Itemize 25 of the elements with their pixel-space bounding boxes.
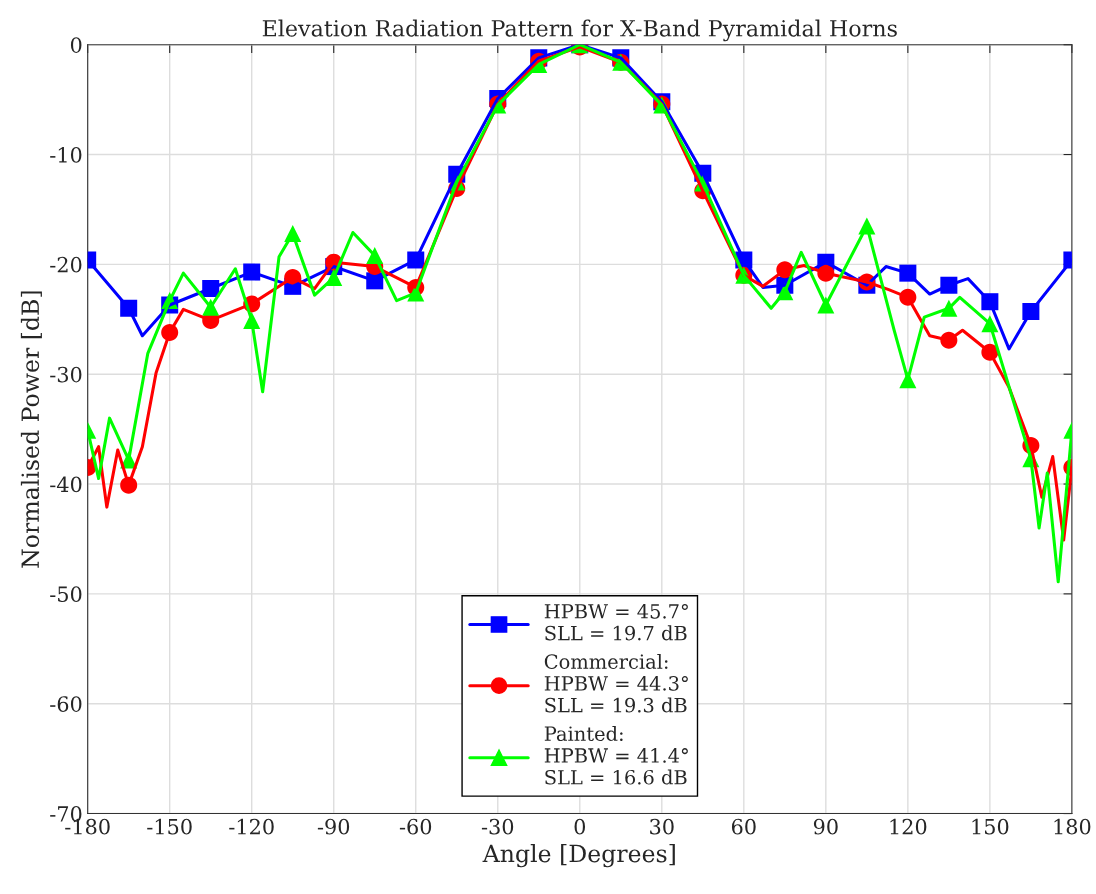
x-tick-label: -30 (481, 818, 514, 835)
legend-label: Painted: HPBW = 41.4° SLL = 16.6 dB (544, 725, 688, 785)
x-tick-label: -60 (399, 818, 432, 835)
x-tick-label: 120 (890, 818, 927, 835)
y-tick-label: -30 (50, 366, 82, 383)
x-tick-label: -90 (317, 818, 350, 835)
x-axis-title: Angle [Degrees] (482, 844, 675, 868)
x-tick-label: 180 (1054, 818, 1091, 835)
x-tick-label: 90 (813, 818, 838, 835)
x-tick-label: -120 (229, 818, 274, 835)
x-tick-label: 150 (972, 818, 1009, 835)
x-tick-label: 60 (731, 818, 756, 835)
y-tick-label: -10 (50, 146, 82, 163)
x-tick-label: 0 (574, 818, 586, 835)
x-tick-label: -150 (147, 818, 192, 835)
chart-title: Elevation Radiation Pattern for X-Band Pyramidal Horns (262, 19, 897, 42)
y-tick-label: -40 (50, 476, 82, 493)
y-tick-label: -20 (50, 256, 82, 273)
y-tick-label: -50 (50, 586, 82, 603)
y-tick-label: -60 (50, 696, 82, 712)
x-tick-label: 30 (650, 818, 674, 835)
y-tick-label: 0 (70, 37, 82, 53)
y-axis-title: Normalised Power [dB] (20, 291, 42, 568)
legend-label: Commercial: HPBW = 44.3° SLL = 19.3 dB (544, 653, 688, 713)
legend-label: HPBW = 45.7° SLL = 19.7 dB (544, 603, 688, 641)
